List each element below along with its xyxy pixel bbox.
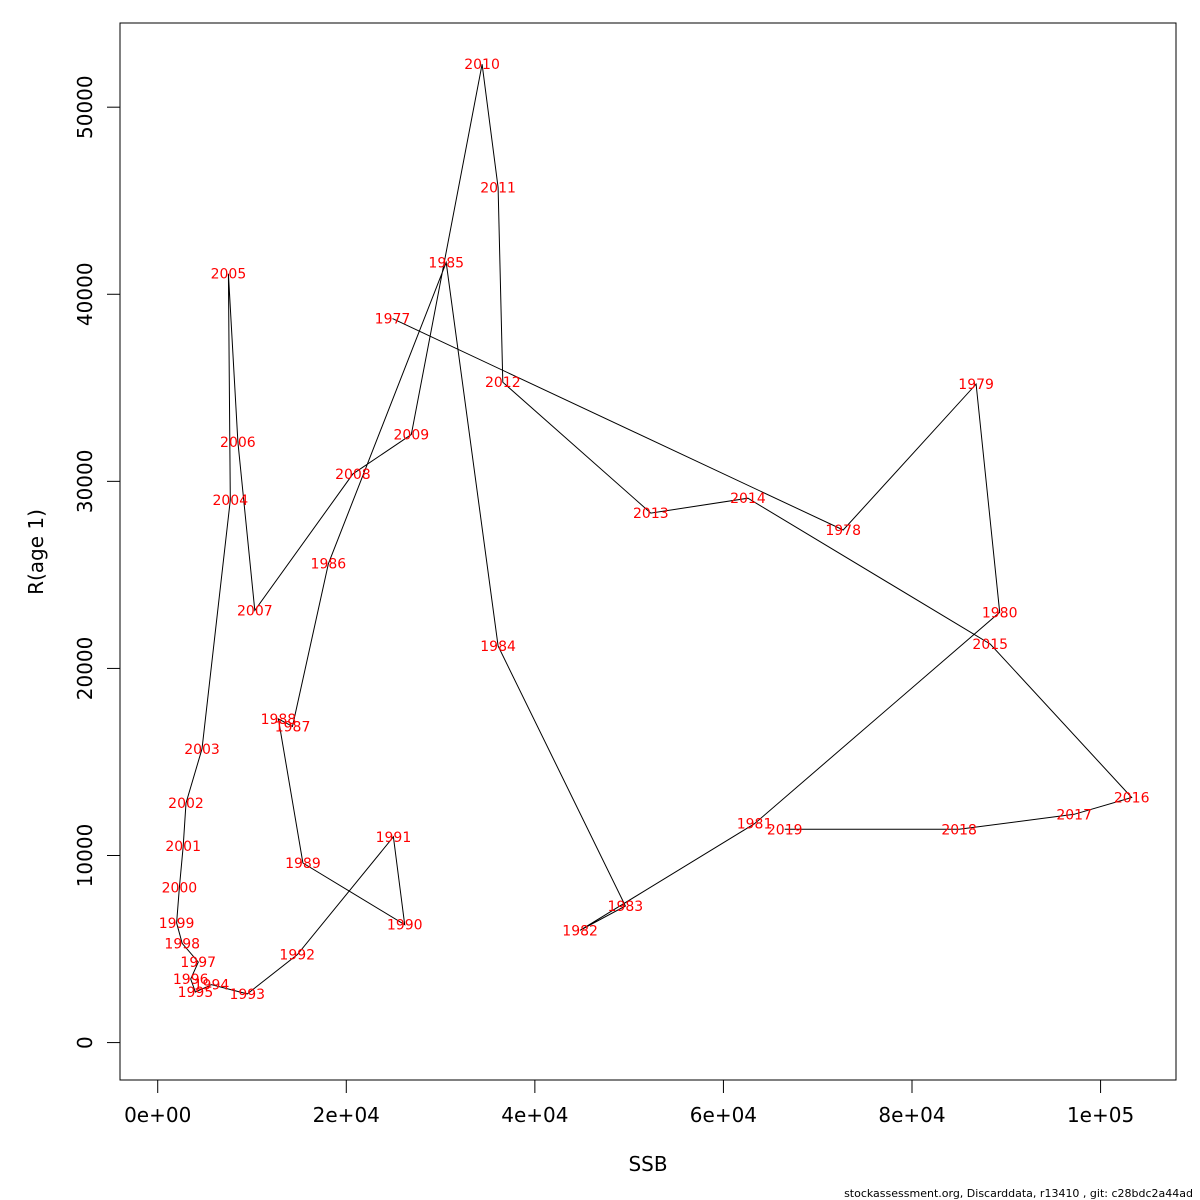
year-label-2010: 2010 xyxy=(464,57,500,73)
year-label-1983: 1983 xyxy=(608,899,644,915)
year-label-1997: 1997 xyxy=(180,955,216,971)
year-label-1977: 1977 xyxy=(375,312,411,328)
year-label-2016: 2016 xyxy=(1114,791,1150,807)
year-label-1991: 1991 xyxy=(376,830,412,846)
year-label-2019: 2019 xyxy=(767,822,803,838)
x-tick-label: 1e+05 xyxy=(1067,1103,1134,1127)
year-label-1998: 1998 xyxy=(164,936,200,952)
year-label-2018: 2018 xyxy=(941,822,977,838)
x-tick-label: 8e+04 xyxy=(878,1103,945,1127)
year-label-1993: 1993 xyxy=(229,987,265,1003)
year-label-2015: 2015 xyxy=(972,637,1008,653)
year-labels: 1977 1978 1979 1980 1981 1982 1983 1984 1985 1986… xyxy=(159,57,1150,1003)
y-axis-title: R(age 1) xyxy=(24,509,48,595)
year-label-1985: 1985 xyxy=(428,255,464,271)
year-label-2008: 2008 xyxy=(335,467,371,483)
year-label-1981: 1981 xyxy=(737,817,773,833)
year-label-2017: 2017 xyxy=(1056,807,1092,823)
year-label-2014: 2014 xyxy=(730,491,766,507)
year-label-1987: 1987 xyxy=(275,719,311,735)
year-label-1979: 1979 xyxy=(958,377,994,393)
year-label-2009: 2009 xyxy=(394,428,430,444)
x-axis-title: SSB xyxy=(628,1152,667,1176)
y-tick-label: 20000 xyxy=(73,637,97,701)
x-tick-label: 4e+04 xyxy=(501,1103,568,1127)
x-tick-label: 0e+00 xyxy=(124,1103,191,1127)
year-label-1995: 1995 xyxy=(178,985,214,1001)
y-tick-label: 0 xyxy=(73,1036,97,1049)
year-label-2006: 2006 xyxy=(220,435,256,451)
year-label-2013: 2013 xyxy=(633,506,669,522)
year-label-2000: 2000 xyxy=(162,880,198,896)
year-label-2001: 2001 xyxy=(165,839,201,855)
year-label-1982: 1982 xyxy=(562,923,598,939)
x-tick-label: 6e+04 xyxy=(690,1103,757,1127)
year-label-1978: 1978 xyxy=(825,523,861,539)
year-label-2002: 2002 xyxy=(168,796,204,812)
year-label-1992: 1992 xyxy=(279,948,315,964)
year-label-1990: 1990 xyxy=(387,918,423,934)
y-tick-label: 40000 xyxy=(73,262,97,326)
year-label-1989: 1989 xyxy=(285,856,321,872)
x-tick-label: 2e+04 xyxy=(313,1103,380,1127)
y-tick-label: 30000 xyxy=(73,450,97,514)
plot-frame xyxy=(119,22,1177,1081)
x-axis: 0e+00 2e+04 4e+04 6e+04 8e+04 1e+05 xyxy=(124,1079,1134,1127)
year-label-1994: 1994 xyxy=(194,978,230,994)
year-label-1988: 1988 xyxy=(261,712,297,728)
year-label-1984: 1984 xyxy=(480,639,516,655)
y-axis: 0 10000 20000 30000 40000 50000 xyxy=(73,75,121,1049)
year-label-2011: 2011 xyxy=(480,181,516,197)
year-label-2005: 2005 xyxy=(211,267,247,283)
year-label-2012: 2012 xyxy=(485,375,521,391)
year-label-1980: 1980 xyxy=(982,605,1018,621)
sr-trajectory-line xyxy=(176,64,1133,995)
year-label-1986: 1986 xyxy=(311,557,347,573)
footer-caption: stockassessment.org, Discarddata, r13410… xyxy=(844,1187,1193,1200)
year-label-2003: 2003 xyxy=(184,742,220,758)
year-label-2004: 2004 xyxy=(212,493,248,509)
y-tick-label: 50000 xyxy=(73,75,97,139)
y-tick-label: 10000 xyxy=(73,824,97,888)
year-label-1999: 1999 xyxy=(159,916,195,932)
year-label-1996: 1996 xyxy=(173,972,209,988)
year-label-2007: 2007 xyxy=(237,603,273,619)
